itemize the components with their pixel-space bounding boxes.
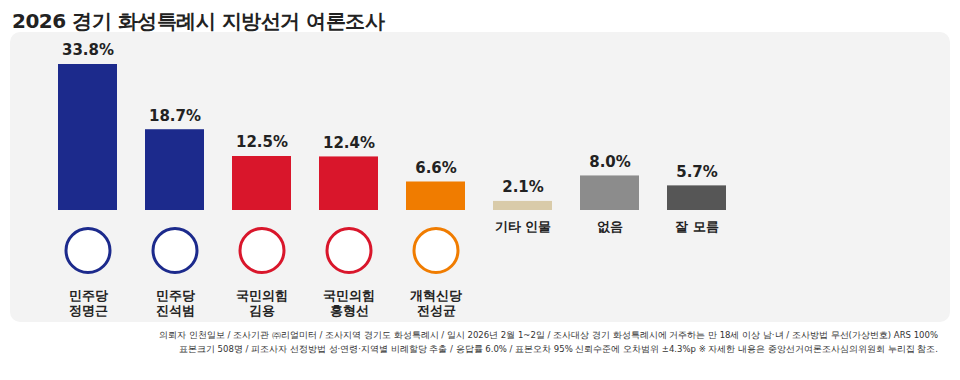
svg-text:2.1%: 2.1% — [502, 178, 544, 196]
svg-text:국민의힘홍형선: 국민의힘홍형선 — [323, 288, 375, 319]
svg-text:12.5%: 12.5% — [236, 133, 288, 151]
svg-text:12.4%: 12.4% — [323, 134, 375, 152]
html-text:표본크기 508명 / 피조사자 선정방법 성·연령·지역별: 표본크기 508명 / 피조사자 선정방법 성·연령·지역별 비례할당 추출 /… — [178, 344, 938, 354]
html-text:2026 경기 화성특례시 지방선거 여론조사: 2026 경기 화성특례시 지방선거 여론조사 — [12, 9, 384, 33]
svg-text:기타 인물: 기타 인물 — [495, 219, 552, 234]
html-text:의뢰자 인천일보 / 조사기관 ㈜리얼미터 / 조사지역 경: 의뢰자 인천일보 / 조사기관 ㈜리얼미터 / 조사지역 경기도 화성특례시 /… — [159, 330, 938, 340]
svg-text:5.7%: 5.7% — [676, 163, 718, 181]
svg-text:민주당정명근: 민주당정명근 — [69, 288, 108, 319]
svg-text:6.6%: 6.6% — [415, 159, 457, 177]
svg-text:33.8%: 33.8% — [62, 41, 114, 59]
svg-text:국민의힘김용: 국민의힘김용 — [236, 288, 288, 319]
svg-text:8.0%: 8.0% — [589, 153, 631, 171]
svg-text:개혁신당전성균: 개혁신당전성균 — [410, 288, 462, 319]
svg-text:18.7%: 18.7% — [149, 107, 201, 125]
svg-text:없음: 없음 — [597, 219, 623, 234]
svg-text:민주당진석범: 민주당진석범 — [156, 288, 195, 319]
svg-text:잘 모름: 잘 모름 — [675, 219, 719, 234]
